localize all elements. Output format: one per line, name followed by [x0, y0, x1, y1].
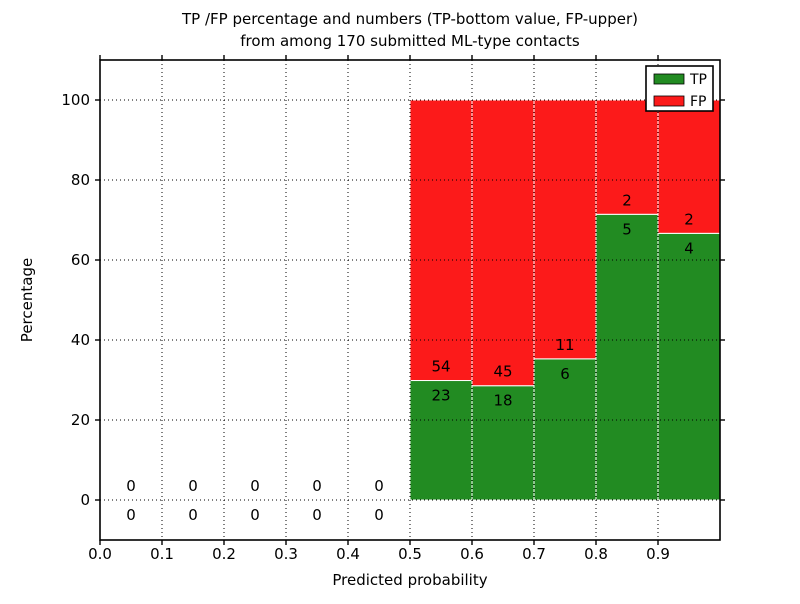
chart-title: TP /FP percentage and numbers (TP-bottom… [100, 8, 720, 52]
annotation-tp-count: 4 [684, 239, 694, 257]
annotation-tp-count: 5 [622, 220, 632, 238]
annotation-fp-count: 2 [684, 210, 694, 228]
y-tick-label: 40 [71, 331, 90, 349]
annotation-fp-count: 0 [312, 477, 322, 495]
y-axis-label: Percentage [18, 258, 36, 342]
y-tick-label: 100 [61, 91, 90, 109]
x-tick-label: 0.3 [274, 545, 298, 563]
bar-segment-fp [657, 99, 721, 234]
annotation-fp-count: 0 [126, 477, 136, 495]
y-tick-label: 80 [71, 171, 90, 189]
chart-title-line1: TP /FP percentage and numbers (TP-bottom… [182, 10, 638, 28]
y-tick-label: 20 [71, 411, 90, 429]
annotation-fp-count: 0 [374, 477, 384, 495]
annotation-fp-count: 11 [555, 336, 574, 354]
annotation-fp-count: 0 [188, 477, 198, 495]
annotation-fp-count: 54 [431, 358, 450, 376]
annotation-tp-count: 0 [374, 506, 384, 524]
bar-segment-fp [471, 99, 535, 387]
y-tick-label: 60 [71, 251, 90, 269]
chart-title-line2: from among 170 submitted ML-type contact… [240, 32, 580, 50]
annotation-tp-count: 0 [250, 506, 260, 524]
bar-segment-tp [471, 385, 535, 501]
legend-label-tp: TP [689, 72, 707, 88]
bar-segment-fp [409, 99, 473, 382]
annotation-tp-count: 0 [312, 506, 322, 524]
bar-segment-tp [409, 380, 473, 501]
x-tick-label: 0.6 [460, 545, 484, 563]
annotation-fp-count: 45 [493, 363, 512, 381]
annotation-fp-count: 0 [250, 477, 260, 495]
x-tick-label: 0.2 [212, 545, 236, 563]
annotation-tp-count: 0 [126, 506, 136, 524]
x-tick-label: 0.7 [522, 545, 546, 563]
x-tick-label: 0.9 [646, 545, 670, 563]
x-tick-label: 0.5 [398, 545, 422, 563]
annotation-tp-count: 18 [493, 392, 512, 410]
legend-swatch-tp [653, 73, 685, 85]
x-tick-label: 0.8 [584, 545, 608, 563]
x-axis-label: Predicted probability [332, 571, 487, 589]
bar-segment-tp [657, 232, 721, 501]
bar-segment-fp [595, 99, 659, 215]
annotation-tp-count: 23 [431, 387, 450, 405]
x-tick-label: 0.4 [336, 545, 360, 563]
legend-label-fp: FP [690, 94, 707, 110]
x-tick-label: 0.1 [150, 545, 174, 563]
x-tick-label: 0.0 [88, 545, 112, 563]
bar-segment-fp [533, 99, 597, 360]
legend-swatch-fp [653, 95, 685, 107]
annotation-tp-count: 0 [188, 506, 198, 524]
y-tick-label: 0 [80, 491, 90, 509]
bar-segment-tp [595, 213, 659, 501]
annotation-tp-count: 6 [560, 365, 570, 383]
annotation-fp-count: 2 [622, 191, 632, 209]
